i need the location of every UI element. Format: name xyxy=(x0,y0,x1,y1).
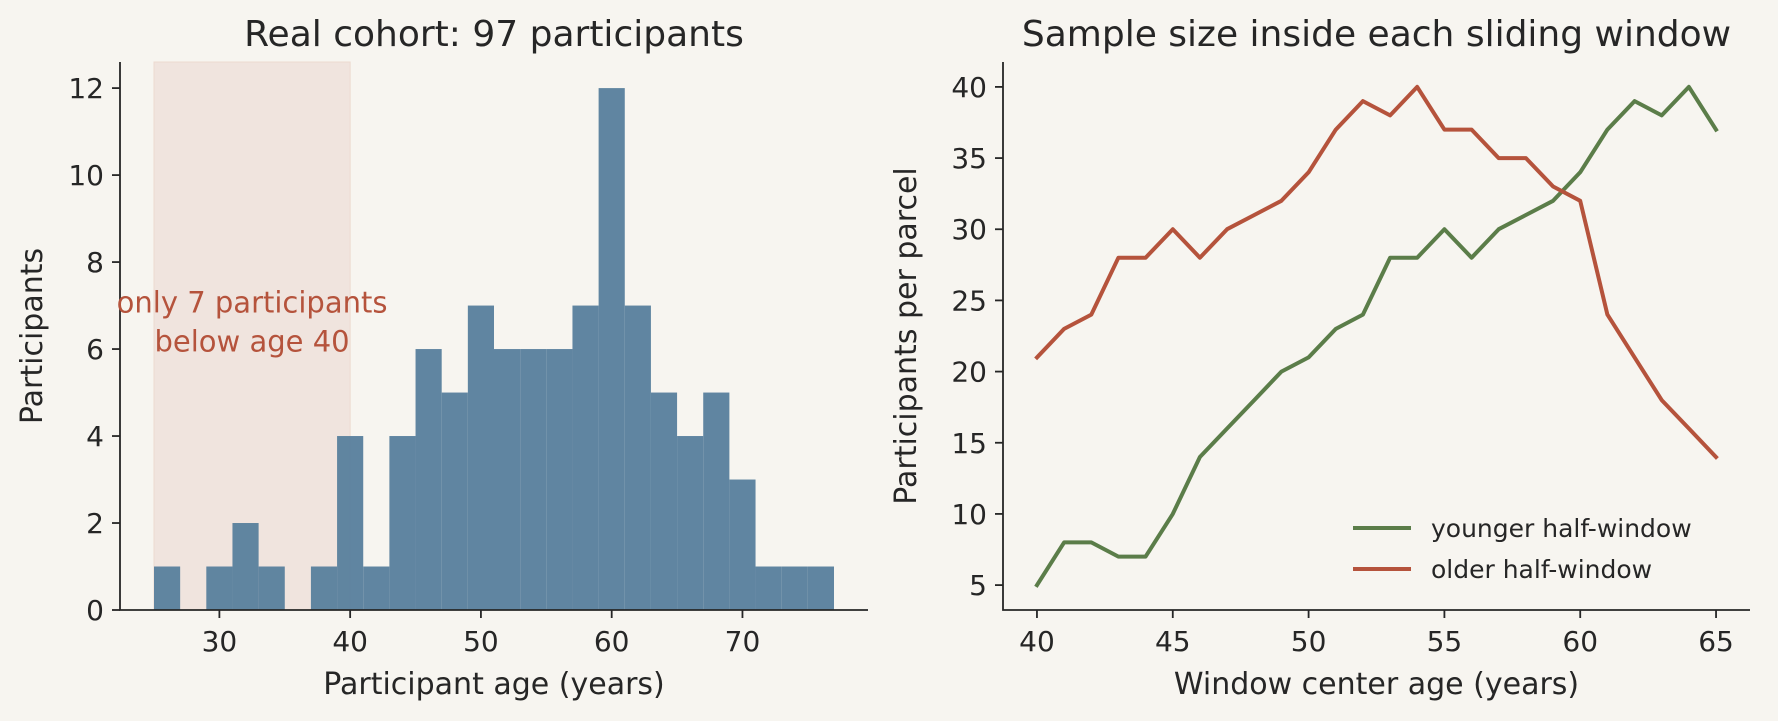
series-line-younger xyxy=(1034,84,1719,588)
histogram-bar xyxy=(703,392,730,610)
y-tick-label: 40 xyxy=(951,71,987,104)
y-tick-label: 8 xyxy=(86,246,104,279)
histogram-y-ticks: 0 2 4 6 8 10 12 xyxy=(68,72,120,627)
legend-label-older: older half-window xyxy=(1431,555,1652,584)
y-tick-label: 20 xyxy=(951,356,987,389)
y-tick-label: 5 xyxy=(969,569,987,602)
line-x-ticks: 40 45 50 55 60 65 xyxy=(1019,610,1734,658)
histogram-bar xyxy=(415,349,442,610)
y-tick-label: 15 xyxy=(951,427,987,460)
histogram-bar xyxy=(677,436,704,610)
histogram-x-axis-label: Participant age (years) xyxy=(323,667,665,702)
y-tick-label: 25 xyxy=(951,284,987,317)
x-tick-label: 40 xyxy=(1019,625,1055,658)
x-tick-label: 60 xyxy=(594,625,630,658)
x-tick-label: 65 xyxy=(1698,625,1734,658)
histogram-bar xyxy=(441,392,468,610)
histogram-bar xyxy=(520,349,547,610)
y-tick-label: 0 xyxy=(86,594,104,627)
x-tick-label: 70 xyxy=(725,625,761,658)
x-tick-label: 40 xyxy=(332,625,368,658)
y-tick-label: 10 xyxy=(951,498,987,531)
line-chart-title: Sample size inside each sliding window xyxy=(1022,14,1731,55)
y-tick-label: 30 xyxy=(951,213,987,246)
legend-label-younger: younger half-window xyxy=(1431,514,1692,543)
histogram-bar xyxy=(494,349,521,610)
histogram-bar xyxy=(807,566,834,610)
histogram-bar xyxy=(572,305,599,610)
histogram-bar xyxy=(363,566,390,610)
x-tick-label: 50 xyxy=(1291,625,1327,658)
histogram-bar xyxy=(206,566,233,610)
x-tick-label: 45 xyxy=(1155,625,1191,658)
y-tick-label: 10 xyxy=(68,159,104,192)
histogram-bar xyxy=(624,305,651,610)
legend: younger half-window older half-window xyxy=(1353,514,1692,584)
histogram-bar xyxy=(310,566,338,610)
series-line-older xyxy=(1034,84,1719,460)
histogram-bar xyxy=(154,566,181,610)
histogram-bar xyxy=(258,566,285,610)
shaded-region-below-40 xyxy=(153,61,351,611)
histogram-bar xyxy=(755,566,782,610)
histogram-bar xyxy=(729,479,756,610)
histogram-bar xyxy=(546,349,573,610)
y-tick-label: 4 xyxy=(86,420,104,453)
histogram-bar xyxy=(389,436,416,610)
histogram-panel: 30 40 50 60 70 0 2 4 6 8 10 12 Real cohort: 97 par… xyxy=(15,14,868,702)
histogram-bars xyxy=(154,88,834,611)
y-tick-label: 12 xyxy=(68,72,104,105)
histogram-x-ticks: 30 40 50 60 70 xyxy=(202,610,761,658)
histogram-bar xyxy=(467,305,494,610)
y-tick-label: 2 xyxy=(86,507,104,540)
histogram-title: Real cohort: 97 participants xyxy=(244,14,744,55)
line-series xyxy=(1034,84,1719,588)
line-chart-y-axis-label: Participants per parcel xyxy=(889,167,924,505)
line-chart-x-axis-label: Window center age (years) xyxy=(1174,667,1579,702)
histogram-bar xyxy=(232,523,259,610)
x-tick-label: 55 xyxy=(1427,625,1463,658)
histogram-axes xyxy=(119,62,868,611)
histogram-bar xyxy=(598,88,625,611)
histogram-bar xyxy=(781,566,808,610)
x-tick-label: 30 xyxy=(202,625,238,658)
line-chart-panel: 40 45 50 55 60 65 5 10 15 20 25 30 35 40 Sample size… xyxy=(889,14,1750,702)
y-tick-label: 6 xyxy=(86,333,104,366)
histogram-bar xyxy=(337,436,364,610)
histogram-bar xyxy=(650,392,678,610)
y-tick-label: 35 xyxy=(951,142,987,175)
annotation-line-1: only 7 participants xyxy=(117,285,388,319)
annotation-line-2: below age 40 xyxy=(155,324,350,358)
line-y-ticks: 5 10 15 20 25 30 35 40 xyxy=(951,71,1003,602)
histogram-y-axis-label: Participants xyxy=(15,248,50,424)
x-tick-label: 50 xyxy=(463,625,499,658)
line-chart-axes xyxy=(1002,62,1750,611)
x-tick-label: 60 xyxy=(1562,625,1598,658)
